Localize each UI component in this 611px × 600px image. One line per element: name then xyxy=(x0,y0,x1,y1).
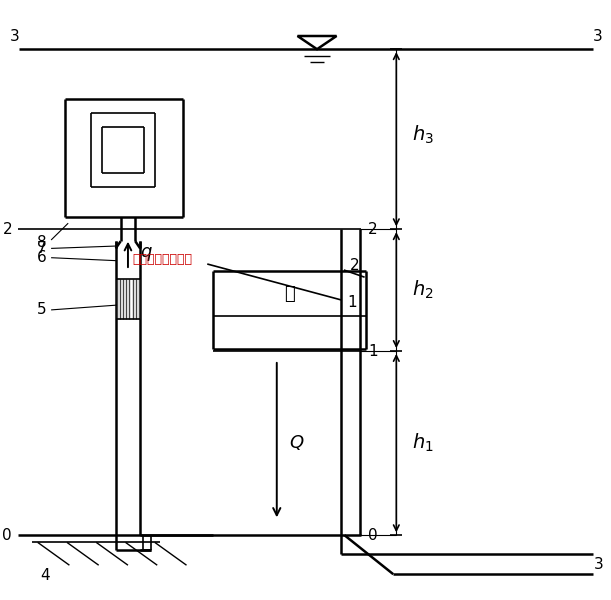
Text: $Q$: $Q$ xyxy=(289,433,304,452)
Text: 3: 3 xyxy=(10,29,20,44)
Text: 2: 2 xyxy=(350,258,360,272)
Text: 泵: 泵 xyxy=(284,285,295,303)
Text: 江苏华云流量计厂: 江苏华云流量计厂 xyxy=(132,253,192,266)
Text: $h_1$: $h_1$ xyxy=(412,432,433,454)
Text: 0: 0 xyxy=(2,528,12,542)
Text: 3: 3 xyxy=(593,29,602,44)
Text: 8: 8 xyxy=(37,235,47,250)
Text: 6: 6 xyxy=(37,250,47,265)
Text: $q$: $q$ xyxy=(140,245,153,263)
Text: 2: 2 xyxy=(368,221,378,236)
Text: $h_2$: $h_2$ xyxy=(412,279,433,301)
Text: 3: 3 xyxy=(594,557,604,572)
Text: 5: 5 xyxy=(37,302,47,317)
Text: 1: 1 xyxy=(348,295,357,310)
Text: 7: 7 xyxy=(37,241,47,256)
Text: 2: 2 xyxy=(2,221,12,236)
Text: $h_3$: $h_3$ xyxy=(412,123,433,146)
Text: 4: 4 xyxy=(40,568,50,583)
Text: 0: 0 xyxy=(368,528,378,542)
Text: 1: 1 xyxy=(368,343,378,358)
